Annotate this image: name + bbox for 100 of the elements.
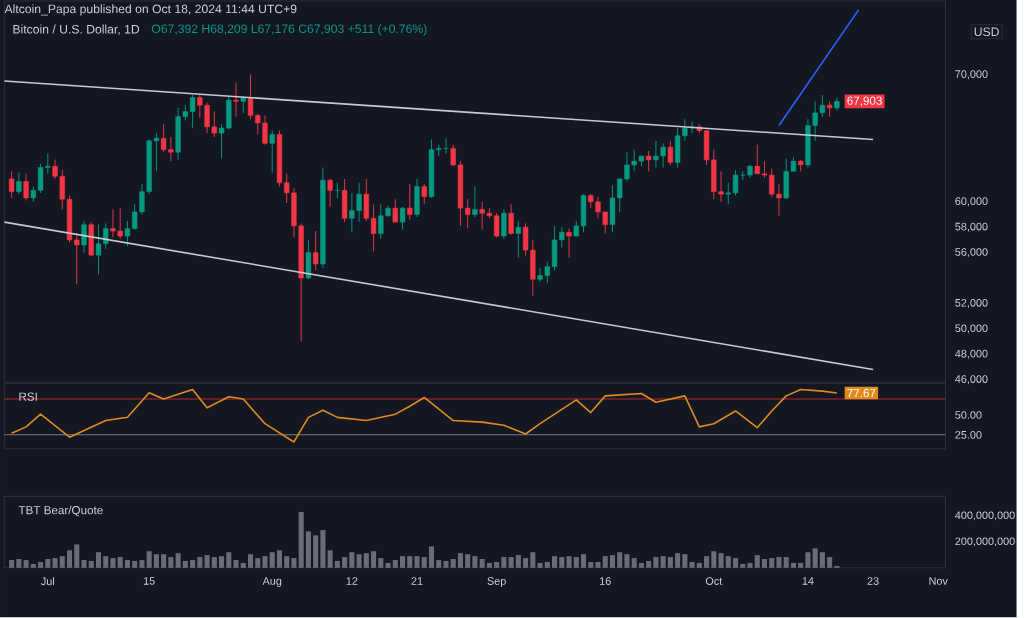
candlestick <box>667 140 674 166</box>
bar <box>385 563 391 569</box>
bar <box>161 554 167 569</box>
candlestick <box>428 139 435 199</box>
candlestick <box>117 207 123 240</box>
bar <box>320 530 326 569</box>
bar <box>16 559 22 569</box>
candlestick <box>501 209 507 240</box>
bar <box>204 555 210 569</box>
bar <box>153 554 159 569</box>
candlestick <box>725 182 731 206</box>
bar <box>595 562 601 569</box>
bar <box>530 552 536 569</box>
bar <box>371 551 377 569</box>
bar <box>653 557 659 569</box>
candlestick <box>595 196 601 220</box>
bar <box>132 561 138 569</box>
candlestick <box>566 228 572 259</box>
candlestick <box>175 107 181 161</box>
bar <box>624 554 630 569</box>
bar <box>682 554 688 569</box>
candlestick <box>313 230 319 272</box>
bar <box>523 558 529 569</box>
bar <box>501 557 507 569</box>
candlestick <box>834 97 840 112</box>
bar <box>247 554 254 569</box>
candlestick <box>81 220 87 254</box>
candlestick <box>399 206 406 231</box>
candlestick <box>421 183 427 206</box>
candlestick <box>537 267 543 283</box>
candlestick <box>103 223 109 250</box>
bar <box>23 560 29 569</box>
candlestick <box>515 220 522 259</box>
bar <box>378 558 384 569</box>
bar <box>465 554 471 569</box>
bar <box>342 557 348 569</box>
bar <box>660 556 666 569</box>
bar <box>457 553 463 569</box>
candlestick <box>472 186 478 218</box>
candlestick <box>479 201 485 231</box>
bar <box>407 556 413 569</box>
bar <box>805 552 811 569</box>
bar <box>233 560 239 569</box>
candlestick <box>660 143 666 169</box>
bar <box>255 558 261 569</box>
bar <box>59 556 65 569</box>
candlestick <box>95 224 102 275</box>
bar <box>392 560 398 569</box>
candlestick <box>783 158 789 200</box>
bar <box>733 558 739 569</box>
bar <box>414 556 420 569</box>
candlestick <box>508 204 514 236</box>
candlestick <box>493 213 500 239</box>
bar <box>718 553 724 569</box>
bar <box>602 556 608 569</box>
bar <box>812 548 818 569</box>
bar <box>769 558 775 569</box>
bar <box>588 562 594 569</box>
bar <box>494 562 500 569</box>
bar <box>168 557 174 569</box>
bar <box>646 561 652 569</box>
bar <box>67 550 73 569</box>
bar <box>197 557 203 569</box>
candlestick <box>674 127 681 169</box>
bar <box>544 562 550 569</box>
bar <box>675 553 681 569</box>
candlestick <box>327 178 333 208</box>
candlestick <box>269 130 275 174</box>
bar <box>45 559 51 569</box>
candlestick <box>262 115 268 146</box>
candlestick <box>392 199 398 223</box>
bar <box>124 560 130 569</box>
bar <box>74 544 80 569</box>
candlestick <box>16 172 22 195</box>
bar <box>276 550 282 569</box>
bar <box>573 557 579 569</box>
bar <box>450 559 456 569</box>
bar <box>363 553 369 569</box>
bar <box>747 563 753 569</box>
candlestick <box>168 136 174 162</box>
candlestick <box>23 173 29 202</box>
bar <box>754 555 760 569</box>
bar <box>783 557 789 569</box>
bar <box>631 558 637 569</box>
bar <box>313 535 319 569</box>
bar <box>443 561 449 569</box>
bar <box>110 558 116 569</box>
bar <box>103 556 109 569</box>
bar <box>472 556 478 569</box>
bar <box>52 558 58 569</box>
bar <box>262 556 268 569</box>
bar <box>696 563 702 569</box>
bar <box>175 553 181 569</box>
bar <box>479 559 485 569</box>
bar <box>761 559 768 569</box>
bar <box>38 562 44 569</box>
bar <box>559 557 565 569</box>
bar <box>508 557 514 569</box>
candlestick <box>609 185 616 233</box>
bar <box>689 562 695 569</box>
